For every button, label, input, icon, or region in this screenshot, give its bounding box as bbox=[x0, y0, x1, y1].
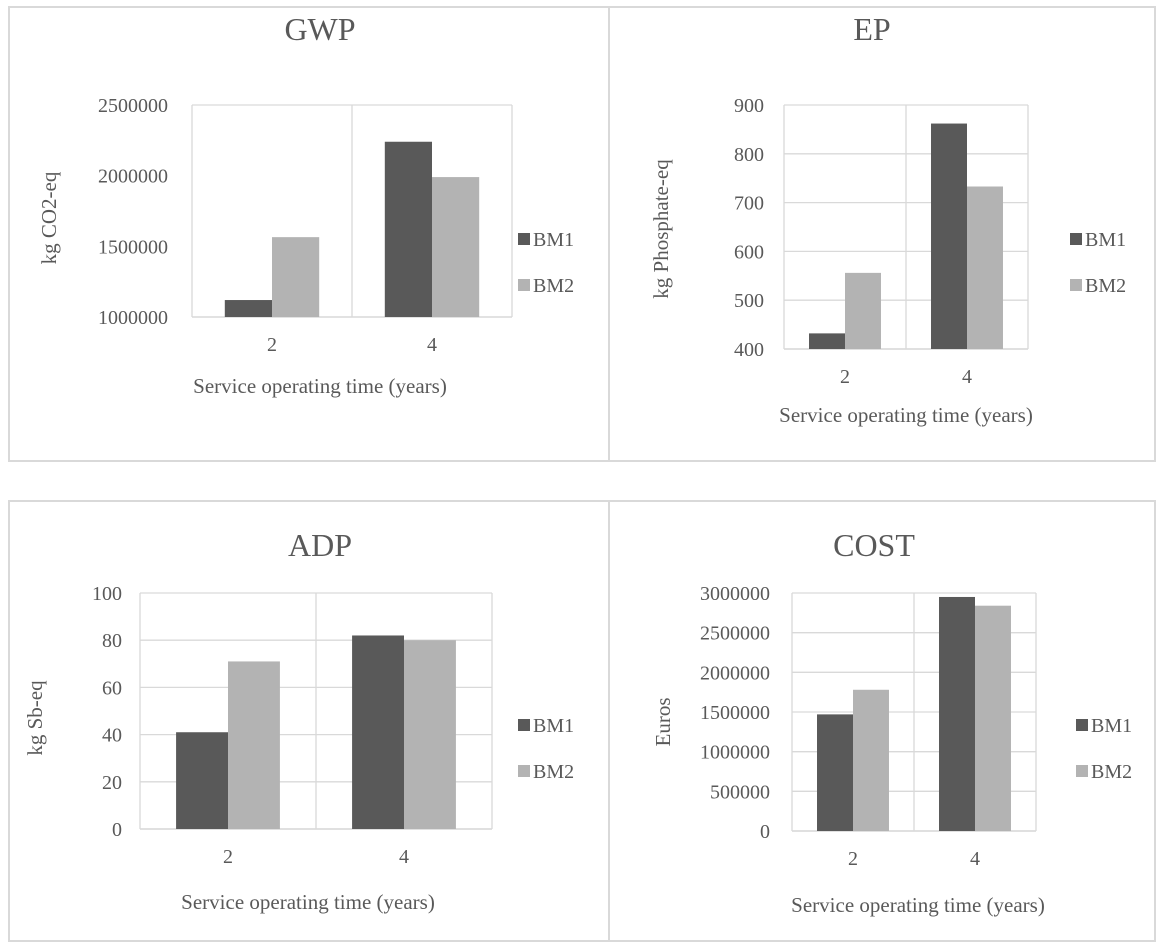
legend-label-bm2: BM2 bbox=[533, 761, 574, 783]
x-tick-label: 2 bbox=[267, 334, 277, 356]
x-tick-label: 2 bbox=[223, 846, 233, 868]
legend-swatch-bm2 bbox=[1076, 765, 1088, 777]
y-tick-label: 1000000 bbox=[98, 307, 168, 329]
y-axis-label: kg Sb-eq bbox=[23, 680, 47, 756]
bar-bm1-2 bbox=[224, 300, 272, 317]
bar-bm1-4 bbox=[352, 635, 404, 829]
chart-panel-ep: EP 400 500 600 700 800 900 2 4 Service operatin… bbox=[608, 6, 1156, 462]
y-axis-label: kg Phosphate-eq bbox=[649, 159, 673, 299]
legend-swatch-bm2 bbox=[518, 279, 530, 291]
bar-bm1-2 bbox=[809, 333, 845, 349]
y-axis-label: Euros bbox=[651, 698, 675, 747]
bar-bm1-2 bbox=[817, 714, 853, 831]
bar-bm1-4 bbox=[931, 123, 967, 349]
bar-bm1-4 bbox=[384, 141, 432, 317]
y-tick-label: 0 bbox=[760, 821, 770, 843]
y-tick-label: 1500000 bbox=[700, 702, 770, 724]
bar-bm1-4 bbox=[939, 596, 975, 831]
chart-title: COST bbox=[833, 527, 915, 563]
legend-swatch-bm1 bbox=[518, 719, 530, 731]
x-axis-label: Service operating time (years) bbox=[193, 374, 447, 398]
y-tick-label: 1000000 bbox=[700, 742, 770, 764]
legend-swatch-bm1 bbox=[1070, 233, 1082, 245]
legend-swatch-bm1 bbox=[1076, 719, 1088, 731]
bar-bm2-4 bbox=[432, 177, 480, 317]
legend-label-bm1: BM1 bbox=[1091, 715, 1132, 737]
chart-gwp: GWP 1000000 1500000 2000000 2500000 2 4 Servi… bbox=[37, 11, 574, 398]
chart-cost: COST 0 500000 1000000 1500000 2000000 2500000… bbox=[651, 527, 1132, 917]
y-tick-label: 0 bbox=[112, 819, 122, 841]
x-tick-label: 4 bbox=[962, 366, 972, 388]
y-tick-label: 40 bbox=[102, 725, 122, 747]
x-axis-label: Service operating time (years) bbox=[181, 890, 435, 914]
x-tick-label: 4 bbox=[970, 848, 980, 870]
chart-title: ADP bbox=[288, 527, 352, 563]
y-tick-label: 60 bbox=[102, 677, 122, 699]
y-tick-label: 600 bbox=[734, 241, 764, 263]
bar-bm2-2 bbox=[228, 661, 280, 829]
chart-title: EP bbox=[853, 11, 890, 47]
legend-label-bm1: BM1 bbox=[533, 715, 574, 737]
bar-bm2-4 bbox=[404, 640, 456, 829]
chart-panel-adp: ADP 0 20 40 60 80 100 2 4 Service operating tim… bbox=[8, 500, 610, 942]
y-tick-label: 2500000 bbox=[700, 623, 770, 645]
chart-title: GWP bbox=[284, 11, 355, 47]
legend-label-bm2: BM2 bbox=[1085, 275, 1126, 297]
y-tick-label: 500000 bbox=[710, 781, 770, 803]
bar-bm2-2 bbox=[272, 237, 320, 317]
bar-bm2-4 bbox=[967, 186, 1003, 349]
y-tick-label: 800 bbox=[734, 144, 764, 166]
y-tick-label: 3000000 bbox=[700, 583, 770, 605]
x-axis-label: Service operating time (years) bbox=[791, 893, 1045, 917]
y-axis-label: kg CO2-eq bbox=[37, 171, 61, 264]
legend-swatch-bm2 bbox=[1070, 279, 1082, 291]
y-tick-label: 2000000 bbox=[98, 166, 168, 188]
legend-label-bm2: BM2 bbox=[533, 275, 574, 297]
legend-label-bm2: BM2 bbox=[1091, 761, 1132, 783]
legend-swatch-bm2 bbox=[518, 765, 530, 777]
y-tick-label: 80 bbox=[102, 630, 122, 652]
x-tick-label: 2 bbox=[840, 366, 850, 388]
y-tick-label: 400 bbox=[734, 339, 764, 361]
bar-bm1-2 bbox=[176, 732, 228, 829]
x-axis-label: Service operating time (years) bbox=[779, 403, 1033, 427]
x-tick-label: 4 bbox=[399, 846, 409, 868]
y-tick-label: 700 bbox=[734, 193, 764, 215]
y-tick-label: 2000000 bbox=[700, 662, 770, 684]
x-tick-label: 2 bbox=[848, 848, 858, 870]
legend-label-bm1: BM1 bbox=[533, 229, 574, 251]
chart-panel-gwp: GWP 1000000 1500000 2000000 2500000 2 4 Servi… bbox=[8, 6, 610, 462]
y-tick-label: 100 bbox=[92, 583, 122, 605]
bar-bm2-2 bbox=[853, 689, 889, 831]
y-tick-label: 900 bbox=[734, 95, 764, 117]
x-tick-label: 4 bbox=[427, 334, 437, 356]
y-tick-label: 2500000 bbox=[98, 95, 168, 117]
y-tick-label: 20 bbox=[102, 772, 122, 794]
y-tick-label: 500 bbox=[734, 290, 764, 312]
bar-bm2-2 bbox=[845, 272, 881, 349]
bar-bm2-4 bbox=[975, 605, 1011, 831]
chart-panel-cost: COST 0 500000 1000000 1500000 2000000 2500000… bbox=[608, 500, 1156, 942]
legend-swatch-bm1 bbox=[518, 233, 530, 245]
chart-ep: EP 400 500 600 700 800 900 2 4 Service operatin… bbox=[649, 11, 1126, 427]
legend-label-bm1: BM1 bbox=[1085, 229, 1126, 251]
y-tick-label: 1500000 bbox=[98, 236, 168, 258]
chart-adp: ADP 0 20 40 60 80 100 2 4 Service operating tim… bbox=[23, 527, 574, 914]
